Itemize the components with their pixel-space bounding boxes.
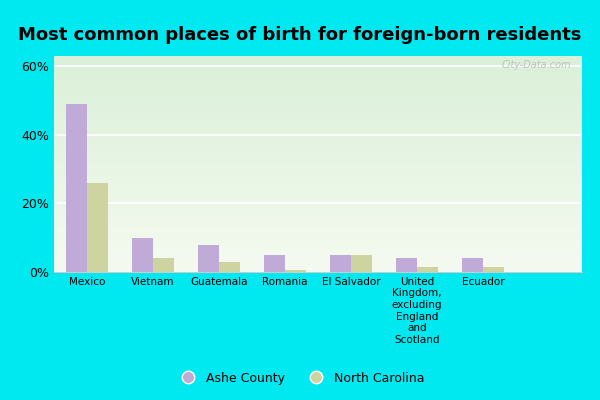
Text: City-Data.com: City-Data.com bbox=[502, 60, 571, 70]
Bar bbox=[462, 258, 483, 272]
Bar bbox=[396, 258, 417, 272]
Text: Most common places of birth for foreign-born residents: Most common places of birth for foreign-… bbox=[19, 26, 581, 44]
Bar bbox=[351, 255, 372, 272]
Bar bbox=[153, 258, 174, 272]
Bar bbox=[483, 267, 504, 272]
Bar bbox=[198, 244, 219, 272]
Bar bbox=[132, 238, 153, 272]
Bar bbox=[264, 255, 285, 272]
Bar bbox=[66, 104, 87, 272]
Bar bbox=[219, 262, 240, 272]
Bar bbox=[87, 183, 108, 272]
Bar bbox=[330, 255, 351, 272]
Bar bbox=[417, 267, 438, 272]
Legend: Ashe County, North Carolina: Ashe County, North Carolina bbox=[171, 367, 429, 390]
Bar bbox=[285, 270, 306, 272]
